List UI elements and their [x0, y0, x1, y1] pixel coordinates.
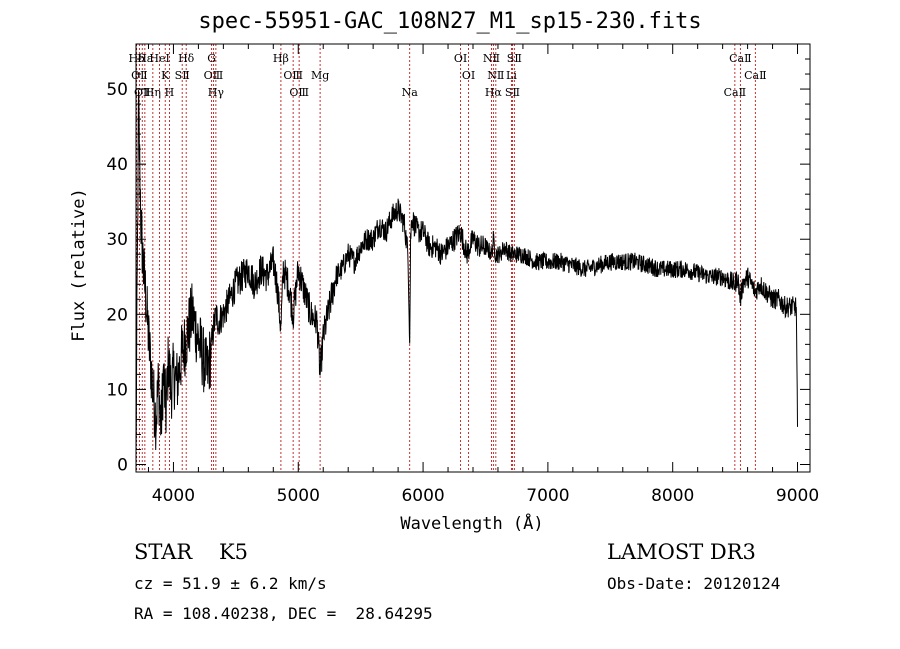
x-tick-label: 6000	[401, 486, 444, 506]
x-tick-label: 5000	[277, 486, 320, 506]
line-marker-label: Hα	[485, 86, 503, 99]
line-marker-label: OⅢ	[204, 69, 224, 82]
line-marker-label: Hβ	[273, 52, 289, 65]
y-axis-label: Flux (relative)	[69, 188, 89, 342]
y-tick-label: 50	[106, 80, 128, 100]
line-marker-label: K	[161, 69, 170, 82]
line-marker-label: CaⅡ	[729, 52, 751, 65]
redshift-cz: cz = 51.9 ± 6.2 km/s	[134, 574, 327, 593]
line-marker-label: Hδ	[129, 52, 146, 65]
y-tick-label: 40	[106, 155, 128, 175]
chart-title: spec-55951-GAC_108N27_M1_sp15-230.fits	[198, 9, 702, 34]
line-marker-label: Hη	[145, 86, 161, 99]
x-tick-label: 8000	[651, 486, 694, 506]
survey-label: LAMOST DR3	[607, 540, 756, 564]
class-label: STAR	[134, 540, 193, 564]
line-marker-label: Na	[402, 86, 419, 99]
line-marker-label: OⅢ	[289, 86, 309, 99]
line-marker-label: HeⅠ	[149, 52, 169, 65]
axes	[135, 43, 811, 473]
plot-frame	[135, 43, 811, 473]
x-tick-label: 7000	[526, 486, 569, 506]
line-marker-label: SⅡ	[175, 69, 190, 82]
obs-date: Obs-Date: 20120124	[607, 574, 781, 593]
line-marker-label: CaⅡ	[744, 69, 766, 82]
object-class: STAR K5	[134, 540, 248, 564]
tick-labels: 4000 5000 6000 7000 8000 9000 0 10 20 30 40 50	[106, 80, 819, 506]
x-axis-label: Wavelength (Å)	[400, 512, 543, 534]
y-tick-label: 0	[117, 455, 128, 475]
line-marker-label: OⅠ	[454, 52, 467, 65]
line-marker-label: Li	[506, 69, 517, 82]
subclass-label: K5	[218, 540, 248, 564]
line-marker-label: SⅡ	[507, 52, 522, 65]
line-marker-label: CaⅡ	[724, 86, 746, 99]
line-marker-label: Mg	[311, 69, 329, 82]
line-marker-label: SⅡ	[505, 86, 520, 99]
line-marker-label: OⅢ	[283, 69, 303, 82]
line-marker-label: Hε	[137, 52, 153, 65]
line-marker-label: NⅡ	[487, 69, 504, 82]
coordinates: RA = 108.40238, DEC = 28.64295	[134, 604, 433, 623]
line-marker-label: G	[207, 52, 216, 65]
y-tick-label: 30	[106, 230, 128, 250]
line-marker-label: Hδ	[178, 52, 195, 65]
y-tick-label: 20	[106, 305, 128, 325]
class-spacer	[192, 540, 219, 564]
line-marker-labels: HδOⅡOⅡHεKHηHeⅠSⅡHHδOⅢHγGOⅢOⅢHβMgNaOⅠOⅠHα…	[129, 52, 767, 99]
line-marker-label: OⅠ	[462, 69, 475, 82]
line-marker-label: H	[165, 86, 175, 99]
line-marker-label: Hγ	[208, 86, 225, 99]
line-marker-label: NⅡ	[483, 52, 500, 65]
ticks	[136, 44, 810, 472]
x-tick-label: 9000	[776, 486, 819, 506]
y-tick-label: 10	[106, 380, 128, 400]
spectrum-line	[135, 90, 798, 451]
line-marker-label: OⅡ	[131, 69, 148, 82]
x-tick-label: 4000	[152, 486, 195, 506]
